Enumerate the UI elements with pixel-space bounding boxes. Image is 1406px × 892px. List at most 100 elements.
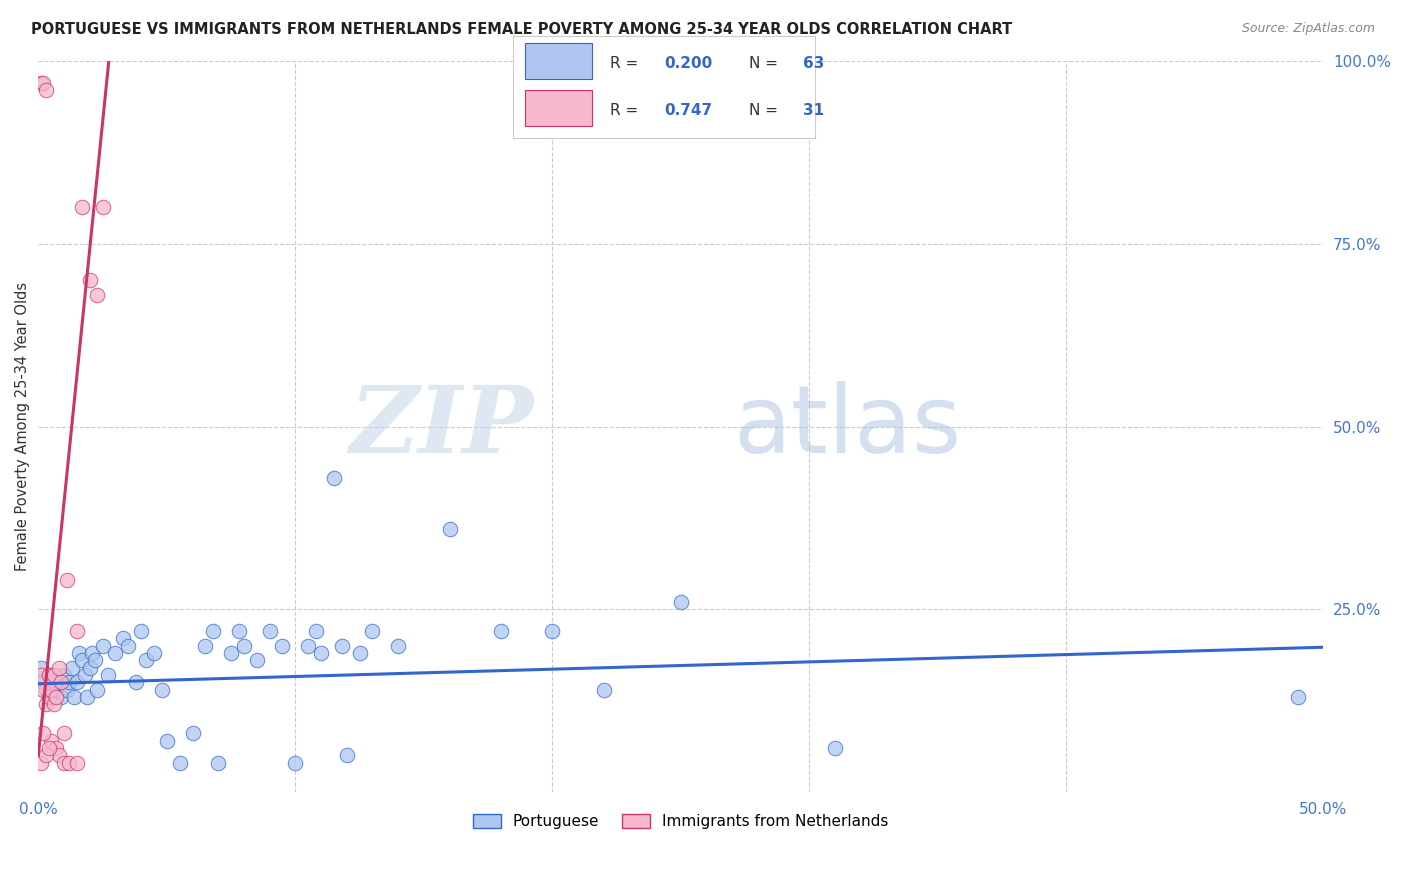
Point xyxy=(38,668,60,682)
Point xyxy=(305,624,328,639)
Point xyxy=(42,668,65,682)
Point xyxy=(246,653,269,667)
Point xyxy=(30,756,52,770)
Legend: Portuguese, Immigrants from Netherlands: Portuguese, Immigrants from Netherlands xyxy=(467,808,894,836)
Point xyxy=(35,748,58,763)
Point xyxy=(45,690,67,704)
Point xyxy=(228,624,250,639)
Point xyxy=(32,76,55,90)
Text: 0.200: 0.200 xyxy=(664,56,713,70)
Point xyxy=(35,682,58,697)
Point xyxy=(51,690,73,704)
Text: atlas: atlas xyxy=(734,381,962,473)
FancyBboxPatch shape xyxy=(526,90,592,126)
Point xyxy=(69,646,91,660)
Text: N =: N = xyxy=(749,56,783,70)
Text: 63: 63 xyxy=(803,56,825,70)
Point xyxy=(309,646,332,660)
Point xyxy=(202,624,225,639)
Point xyxy=(336,748,359,763)
Point xyxy=(70,200,93,214)
Point xyxy=(181,726,204,740)
Point xyxy=(669,595,692,609)
Point xyxy=(150,682,173,697)
Point xyxy=(45,741,67,756)
Point xyxy=(86,288,108,302)
Point xyxy=(439,522,461,536)
Point xyxy=(79,661,101,675)
Point xyxy=(156,733,179,747)
Point xyxy=(117,639,139,653)
Point xyxy=(30,76,52,90)
Point xyxy=(32,726,55,740)
Point xyxy=(32,675,55,690)
Point xyxy=(51,675,73,690)
Point xyxy=(219,646,242,660)
Text: ZIP: ZIP xyxy=(349,382,533,472)
Point xyxy=(35,698,58,712)
Point xyxy=(824,741,846,756)
Text: Source: ZipAtlas.com: Source: ZipAtlas.com xyxy=(1241,22,1375,36)
Point xyxy=(207,756,229,770)
Point xyxy=(60,661,83,675)
Point xyxy=(169,756,191,770)
Point xyxy=(194,639,217,653)
Point xyxy=(232,639,254,653)
Point xyxy=(91,639,114,653)
Point xyxy=(79,273,101,287)
Point xyxy=(330,639,353,653)
Point xyxy=(271,639,294,653)
Point xyxy=(58,675,80,690)
Point xyxy=(53,726,76,740)
Point xyxy=(1286,690,1309,704)
Point xyxy=(48,661,70,675)
Point xyxy=(48,748,70,763)
Point xyxy=(66,624,89,639)
Point xyxy=(91,200,114,214)
Point xyxy=(489,624,512,639)
Point xyxy=(39,682,62,697)
Point xyxy=(259,624,281,639)
Point xyxy=(38,668,60,682)
Point xyxy=(55,573,77,587)
Point xyxy=(592,682,614,697)
Point xyxy=(86,682,108,697)
Point xyxy=(30,661,52,675)
Point xyxy=(35,83,58,97)
Point xyxy=(32,682,55,697)
Point xyxy=(349,646,371,660)
Point xyxy=(42,668,65,682)
Point xyxy=(541,624,564,639)
Point xyxy=(66,756,89,770)
Point xyxy=(55,682,77,697)
Point xyxy=(38,690,60,704)
Y-axis label: Female Poverty Among 25-34 Year Olds: Female Poverty Among 25-34 Year Olds xyxy=(15,282,30,571)
Point xyxy=(70,653,93,667)
Point xyxy=(284,756,307,770)
Point xyxy=(361,624,384,639)
Point xyxy=(39,690,62,704)
Point xyxy=(297,639,319,653)
Point xyxy=(66,675,89,690)
Point xyxy=(53,756,76,770)
Point xyxy=(104,646,127,660)
Point xyxy=(76,690,98,704)
Text: 31: 31 xyxy=(803,103,824,118)
Text: N =: N = xyxy=(749,103,783,118)
Point xyxy=(82,646,104,660)
Point xyxy=(39,675,62,690)
Point xyxy=(45,682,67,697)
Point xyxy=(143,646,166,660)
FancyBboxPatch shape xyxy=(526,43,592,78)
Point xyxy=(135,653,157,667)
Point xyxy=(38,741,60,756)
Point xyxy=(73,668,96,682)
Point xyxy=(58,756,80,770)
Point xyxy=(387,639,409,653)
Text: R =: R = xyxy=(610,56,643,70)
Point xyxy=(97,668,120,682)
Point xyxy=(83,653,105,667)
Text: PORTUGUESE VS IMMIGRANTS FROM NETHERLANDS FEMALE POVERTY AMONG 25-34 YEAR OLDS C: PORTUGUESE VS IMMIGRANTS FROM NETHERLAND… xyxy=(31,22,1012,37)
Point xyxy=(39,733,62,747)
Point xyxy=(63,690,86,704)
